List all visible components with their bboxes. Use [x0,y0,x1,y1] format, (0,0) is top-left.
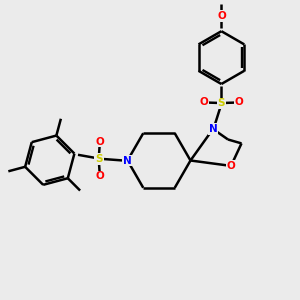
Text: O: O [200,97,208,107]
Text: O: O [217,11,226,21]
Text: S: S [95,154,103,164]
Text: N: N [123,155,132,166]
Text: O: O [95,136,104,147]
Text: O: O [226,161,236,171]
Text: O: O [234,97,243,107]
Text: S: S [218,98,225,109]
Text: O: O [95,171,104,182]
Text: N: N [208,124,217,134]
